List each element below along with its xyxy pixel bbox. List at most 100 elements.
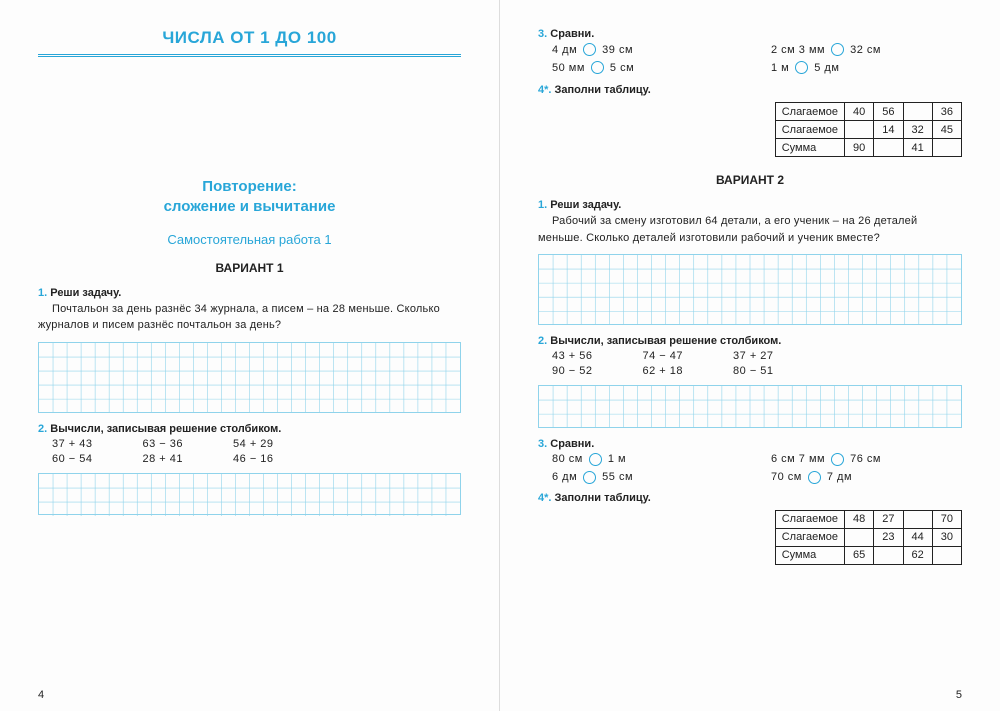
fill-table-2[interactable]: Слагаемое482770 Слагаемое234430 Сумма656… xyxy=(775,510,962,565)
table-header: Слагаемое xyxy=(775,103,844,121)
page-number: 5 xyxy=(956,689,962,701)
cmp-left: 6 см 7 мм xyxy=(771,453,825,465)
task-title: Заполни таблицу. xyxy=(555,492,651,504)
calc-expr: 43 + 56 xyxy=(552,350,593,362)
answer-grid-1[interactable] xyxy=(38,342,461,413)
calc-expr: 37 + 43 xyxy=(52,438,93,450)
compare-item: 1 м 5 дм xyxy=(771,61,962,74)
compare-circle-icon[interactable] xyxy=(795,61,808,74)
task-4: 4*. Заполни таблицу. Слагаемое405636 Сла… xyxy=(538,84,962,157)
cmp-right: 76 см xyxy=(850,453,881,465)
table-cell[interactable] xyxy=(903,103,932,121)
table-cell[interactable]: 90 xyxy=(845,139,874,157)
task-2: 2. Вычисли, записывая решение столбиком.… xyxy=(38,423,461,465)
task-1: 1. Реши задачу. Почтальон за день разнёс… xyxy=(38,287,461,334)
compare-circle-icon[interactable] xyxy=(808,471,821,484)
table-header: Слагаемое xyxy=(775,121,844,139)
table-cell[interactable]: 65 xyxy=(845,546,874,564)
calc-row: 37 + 43 63 − 36 54 + 29 xyxy=(38,438,461,450)
table-cell[interactable]: 14 xyxy=(874,121,903,139)
table-cell[interactable]: 36 xyxy=(932,103,961,121)
v2-answer-grid-1[interactable] xyxy=(538,254,962,325)
table-cell[interactable]: 27 xyxy=(874,510,903,528)
task-number: 2. xyxy=(538,335,547,347)
table-cell[interactable]: 70 xyxy=(932,510,961,528)
compare-item: 2 см 3 мм32 см xyxy=(771,43,962,56)
compare-item: 80 см 1 м xyxy=(552,453,743,466)
table-cell[interactable]: 56 xyxy=(874,103,903,121)
v2-task-2: 2. Вычисли, записывая решение столбиком.… xyxy=(538,335,962,377)
task-3: 3. Сравни. 4 дм39 см 2 см 3 мм32 см 50 м… xyxy=(538,28,962,74)
table-cell[interactable]: 23 xyxy=(874,528,903,546)
section-line2: сложение и вычитание xyxy=(164,198,336,215)
task-number: 4*. xyxy=(538,492,551,504)
cmp-right: 1 м xyxy=(608,453,626,465)
compare-item: 50 мм5 см xyxy=(552,61,743,74)
cmp-left: 1 м xyxy=(771,62,789,74)
cmp-left: 4 дм xyxy=(552,44,577,56)
compare-circle-icon[interactable] xyxy=(583,43,596,56)
fill-table-1[interactable]: Слагаемое4056 36 Слагаемое 143245 Сумма90 4… xyxy=(775,102,962,157)
calc-expr: 74 − 47 xyxy=(643,350,684,362)
table-cell[interactable]: 41 xyxy=(903,139,932,157)
compare-item: 6 см 7 мм 76 см xyxy=(771,453,962,466)
task-title: Реши задачу. xyxy=(50,287,121,299)
table-header: Сумма xyxy=(775,139,844,157)
table-cell[interactable] xyxy=(932,546,961,564)
task-number: 1. xyxy=(38,287,47,299)
compare-item: 70 см7 дм xyxy=(771,471,962,484)
v2-answer-grid-2[interactable] xyxy=(538,385,962,428)
table-header: Сумма xyxy=(775,546,844,564)
page-left: ЧИСЛА ОТ 1 ДО 100 Повторение: сложение и… xyxy=(0,0,500,711)
calc-expr: 54 + 29 xyxy=(233,438,274,450)
table-cell[interactable] xyxy=(874,546,903,564)
table-cell[interactable] xyxy=(932,139,961,157)
table-cell[interactable]: 45 xyxy=(932,121,961,139)
compare-item: 6 дм55 см xyxy=(552,471,743,484)
chapter-title: ЧИСЛА ОТ 1 ДО 100 xyxy=(38,28,461,48)
calc-expr: 90 − 52 xyxy=(552,365,593,377)
table-cell[interactable] xyxy=(874,139,903,157)
cmp-left: 70 см xyxy=(771,471,802,483)
chapter-rule xyxy=(38,54,461,57)
page-number: 4 xyxy=(38,689,44,701)
calc-expr: 46 − 16 xyxy=(233,453,274,465)
page-right: 3. Сравни. 4 дм39 см 2 см 3 мм32 см 50 м… xyxy=(500,0,1000,711)
cmp-left: 2 см 3 мм xyxy=(771,44,825,56)
section-line1: Повторение: xyxy=(202,178,296,195)
table-cell[interactable] xyxy=(903,510,932,528)
cmp-left: 80 см xyxy=(552,453,583,465)
calc-expr: 60 − 54 xyxy=(52,453,93,465)
table-cell[interactable]: 62 xyxy=(903,546,932,564)
task-number: 3. xyxy=(538,28,547,40)
table-cell[interactable]: 30 xyxy=(932,528,961,546)
cmp-right: 39 см xyxy=(602,44,633,56)
task-number: 2. xyxy=(38,423,47,435)
v2-task-1: 1. Реши задачу. Рабочий за смену изготов… xyxy=(538,199,962,246)
table-cell[interactable]: 40 xyxy=(845,103,874,121)
task-title: Вычисли, записывая решение столбиком. xyxy=(550,335,781,347)
variant-1: ВАРИАНТ 1 xyxy=(38,261,461,275)
compare-circle-icon[interactable] xyxy=(831,453,844,466)
compare-circle-icon[interactable] xyxy=(583,471,596,484)
calc-expr: 37 + 27 xyxy=(733,350,774,362)
table-cell[interactable]: 48 xyxy=(845,510,874,528)
table-cell[interactable]: 44 xyxy=(903,528,932,546)
variant-2: ВАРИАНТ 2 xyxy=(538,173,962,187)
task-title: Реши задачу. xyxy=(550,199,621,211)
compare-circle-icon[interactable] xyxy=(591,61,604,74)
table-header: Слагаемое xyxy=(775,528,844,546)
compare-circle-icon[interactable] xyxy=(831,43,844,56)
compare-grid: 80 см 1 м 6 см 7 мм 76 см 6 дм55 см 70 см7… xyxy=(538,453,962,484)
calc-row: 60 − 54 28 + 41 46 − 16 xyxy=(38,453,461,465)
table-cell[interactable]: 32 xyxy=(903,121,932,139)
compare-circle-icon[interactable] xyxy=(589,453,602,466)
table-cell[interactable] xyxy=(845,528,874,546)
cmp-left: 6 дм xyxy=(552,471,577,483)
calc-expr: 28 + 41 xyxy=(143,453,184,465)
calc-row: 90 − 52 62 + 18 80 − 51 xyxy=(538,365,962,377)
cmp-right: 5 дм xyxy=(814,62,839,74)
cmp-left: 50 мм xyxy=(552,62,585,74)
answer-grid-2[interactable] xyxy=(38,473,461,516)
table-cell[interactable] xyxy=(845,121,874,139)
